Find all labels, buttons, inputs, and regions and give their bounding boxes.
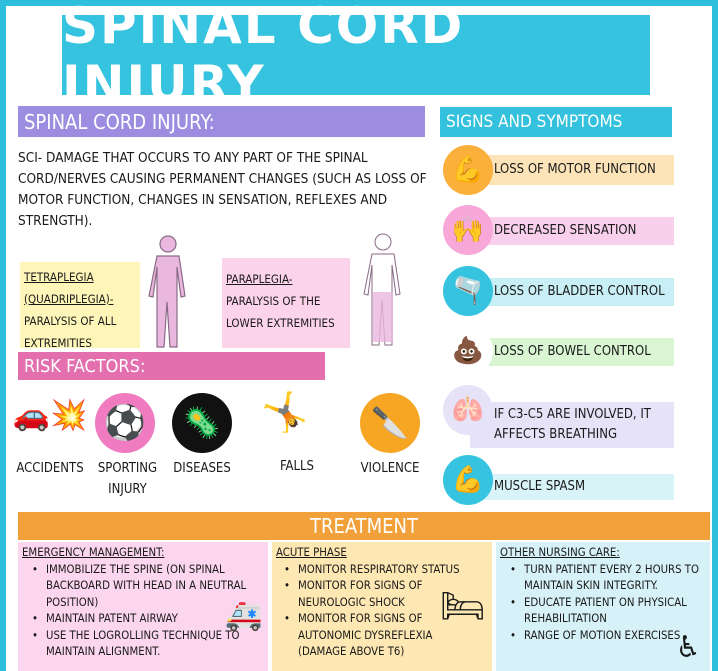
risk-label: VIOLENCE	[360, 461, 420, 476]
sign-item: IF C3-C5 ARE INVOLVED, IT AFFECTS BREATH…	[470, 402, 674, 448]
lungs-icon: 🫁	[443, 385, 493, 435]
list-item: RANGE OF MOTION EXERCISES	[510, 628, 706, 645]
car-crash-icon: 🚗💥	[12, 398, 88, 433]
risk-label: SPORTING INJURY	[97, 461, 158, 497]
knife-icon: 🔪	[360, 393, 420, 453]
emergency-heading: EMERGENCY MANAGEMENT:	[22, 546, 165, 559]
page-title: SPINAL CORD INJURY	[62, 0, 650, 113]
paraplegia-box: PARAPLEGIA- PARALYSIS OF THE LOWER EXTRE…	[222, 258, 350, 348]
sign-item: LOSS OF BLADDER CONTROL	[470, 278, 674, 306]
tetraplegia-box: TETRAPLEGIA (QUADRIPLEGIA)- PARALYSIS OF…	[20, 262, 140, 350]
sign-item: MUSCLE SPASM	[470, 474, 674, 500]
list-item: MONITOR FOR SIGNS OF NEUROLOGIC SHOCK	[284, 578, 434, 611]
emergency-column: EMERGENCY MANAGEMENT: IMMOBILIZE THE SPI…	[18, 542, 268, 671]
treatment-heading: TREATMENT	[18, 512, 710, 540]
body-figure-full-icon	[148, 235, 186, 348]
arm-icon: 💪	[443, 145, 493, 195]
acute-column: ACUTE PHASE MONITOR RESPIRATORY STATUS M…	[272, 542, 492, 671]
other-care-column: OTHER NURSING CARE: TURN PATIENT EVERY 2…	[496, 542, 710, 671]
list-item: USE THE LOGROLLING TECHNIQUE TO MAINTAIN…	[32, 628, 264, 661]
ambulance-icon: 🚑	[225, 598, 263, 633]
acute-heading: ACUTE PHASE	[276, 546, 347, 559]
falling-person-icon: 🤸	[261, 390, 309, 434]
poop-icon: 💩	[443, 326, 493, 376]
signs-heading: SIGNS AND SYMPTOMS	[440, 107, 672, 137]
virus-icon: 🦠	[172, 393, 232, 453]
sign-item: LOSS OF MOTOR FUNCTION	[470, 155, 674, 185]
risk-label: ACCIDENTS	[16, 461, 84, 476]
soccer-ball-icon: ⚽	[95, 393, 155, 453]
paraplegia-desc: PARALYSIS OF THE LOWER EXTREMITIES	[226, 294, 335, 330]
list-item: MAINTAIN PATENT AIRWAY	[32, 611, 264, 628]
muscle-icon: 💪	[443, 455, 493, 505]
list-item: EDUCATE PATIENT ON PHYSICAL REHABILITATI…	[510, 595, 706, 628]
bladder-icon: 🫗	[443, 266, 493, 316]
list-item: IMMOBILIZE THE SPINE (ON SPINAL BACKBOAR…	[32, 562, 264, 612]
other-care-heading: OTHER NURSING CARE:	[500, 546, 620, 559]
definition-heading: SPINAL CORD INJURY:	[18, 106, 425, 137]
hands-icon: 🙌	[443, 205, 493, 255]
list-item: MONITOR RESPIRATORY STATUS	[284, 562, 488, 579]
risk-label: DISEASES	[173, 461, 231, 476]
risk-label: FALLS	[280, 459, 314, 474]
risk-heading: RISK FACTORS:	[18, 352, 325, 380]
list-item: MONITOR FOR SIGNS OF AUTONOMIC DYSREFLEX…	[284, 611, 434, 661]
paraplegia-term: PARAPLEGIA-	[226, 272, 293, 286]
definition-text: SCI- DAMAGE THAT OCCURS TO ANY PART OF T…	[18, 150, 427, 229]
sign-item: DECREASED SENSATION	[470, 217, 674, 245]
list-item: TURN PATIENT EVERY 2 HOURS TO MAINTAIN S…	[510, 562, 706, 595]
wheelchair-icon: ♿	[676, 630, 701, 665]
hospital-bed-icon: 🛏	[440, 586, 486, 627]
sign-item: LOSS OF BOWEL CONTROL	[470, 338, 674, 366]
body-figure-lower-icon	[363, 233, 401, 346]
tetraplegia-term: TETRAPLEGIA (QUADRIPLEGIA)-	[24, 270, 114, 306]
tetraplegia-desc: PARALYSIS OF ALL EXTREMITIES	[24, 314, 117, 350]
